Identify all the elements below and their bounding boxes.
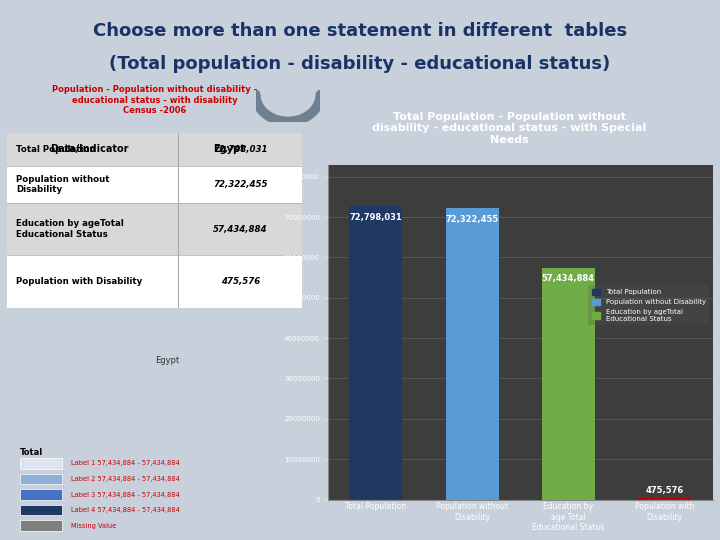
Text: 475,576: 475,576 xyxy=(221,277,260,286)
Bar xyxy=(349,206,402,500)
Text: Label 3 57,434,884 - 57,434,884: Label 3 57,434,884 - 57,434,884 xyxy=(71,491,179,497)
FancyBboxPatch shape xyxy=(7,255,302,308)
Text: Data/Indicator: Data/Indicator xyxy=(50,144,129,154)
FancyBboxPatch shape xyxy=(20,489,62,500)
FancyBboxPatch shape xyxy=(20,458,62,469)
Text: Population without
Disability: Population without Disability xyxy=(16,175,109,194)
Text: Choose more than one statement in different  tables: Choose more than one statement in differ… xyxy=(93,22,627,40)
Bar xyxy=(446,208,498,500)
Text: 72,798,031: 72,798,031 xyxy=(213,145,268,154)
Text: 475,576: 475,576 xyxy=(646,486,684,495)
Text: Label 2 57,434,884 - 57,434,884: Label 2 57,434,884 - 57,434,884 xyxy=(71,476,179,482)
Bar xyxy=(542,268,595,500)
Text: 72,322,455: 72,322,455 xyxy=(213,180,268,189)
Bar xyxy=(638,497,691,500)
Text: Label 1 57,434,884 - 57,434,884: Label 1 57,434,884 - 57,434,884 xyxy=(71,460,179,467)
FancyBboxPatch shape xyxy=(20,474,62,484)
FancyBboxPatch shape xyxy=(20,521,62,531)
FancyBboxPatch shape xyxy=(7,204,302,255)
FancyBboxPatch shape xyxy=(20,505,62,516)
FancyBboxPatch shape xyxy=(7,165,302,204)
FancyBboxPatch shape xyxy=(7,133,302,165)
Text: Education by ageTotal
Educational Status: Education by ageTotal Educational Status xyxy=(16,219,124,239)
Text: Total Population - Population without
disability - educational status - with Spe: Total Population - Population without di… xyxy=(372,112,647,145)
Text: 72,798,031: 72,798,031 xyxy=(349,213,402,222)
Text: Egypt: Egypt xyxy=(155,356,179,364)
Text: Population with Disability: Population with Disability xyxy=(16,277,143,286)
FancyBboxPatch shape xyxy=(7,133,302,165)
Text: Label 4 57,434,884 - 57,434,884: Label 4 57,434,884 - 57,434,884 xyxy=(71,507,179,513)
Text: Missing Value: Missing Value xyxy=(71,523,116,529)
Text: 57,434,884: 57,434,884 xyxy=(542,274,595,282)
Text: (Total population - disability - educational status): (Total population - disability - educati… xyxy=(109,55,611,73)
Text: 57,434,884: 57,434,884 xyxy=(213,225,268,234)
Text: Population - Population without disability -
educational status - with disabilit: Population - Population without disabili… xyxy=(52,85,258,115)
Text: 72,322,455: 72,322,455 xyxy=(446,215,499,224)
Legend: Total Population, Population without Disability, Education by ageTotal
Education: Total Population, Population without Dis… xyxy=(588,285,709,325)
Text: Total Population: Total Population xyxy=(16,145,96,154)
Text: Total: Total xyxy=(20,448,43,457)
Text: Egypt: Egypt xyxy=(212,144,245,154)
